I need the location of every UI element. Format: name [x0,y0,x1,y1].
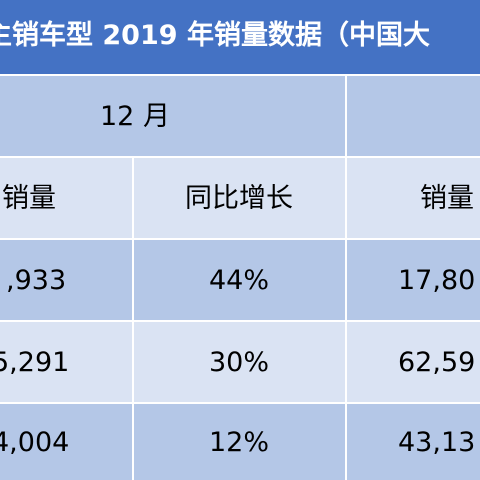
sales-cell: 4,004 [0,427,70,458]
growth-cell: 30% [208,347,269,378]
table-title: 车主销车型 2019 年销量数据（中国大 [0,20,430,51]
table-row: ,933 44% 17,80 [0,240,480,322]
col-header-sales-2: 销量 [420,183,474,214]
sales2-cell: 43,13 [398,427,476,458]
sales-cell: 5,291 [0,347,70,378]
subheader-row: 销量 同比增长 销量 [0,158,480,240]
growth-cell: 44% [208,265,269,296]
table-row: 4,004 12% 43,13 [0,404,480,480]
col-header-growth: 同比增长 [185,183,293,214]
growth-cell: 12% [208,427,269,458]
column-divider [345,76,347,480]
table-title-bar: 车主销车型 2019 年销量数据（中国大 [0,0,480,76]
header-row: 12 月 [0,76,480,158]
sales2-cell: 17,80 [398,265,476,296]
sales-cell: ,933 [6,265,67,296]
table-row: 5,291 30% 62,59 [0,322,480,404]
sales2-cell: 62,59 [398,347,476,378]
col-header-sales: 销量 [2,183,56,214]
month-header: 12 月 [100,101,170,132]
column-divider [132,158,134,480]
